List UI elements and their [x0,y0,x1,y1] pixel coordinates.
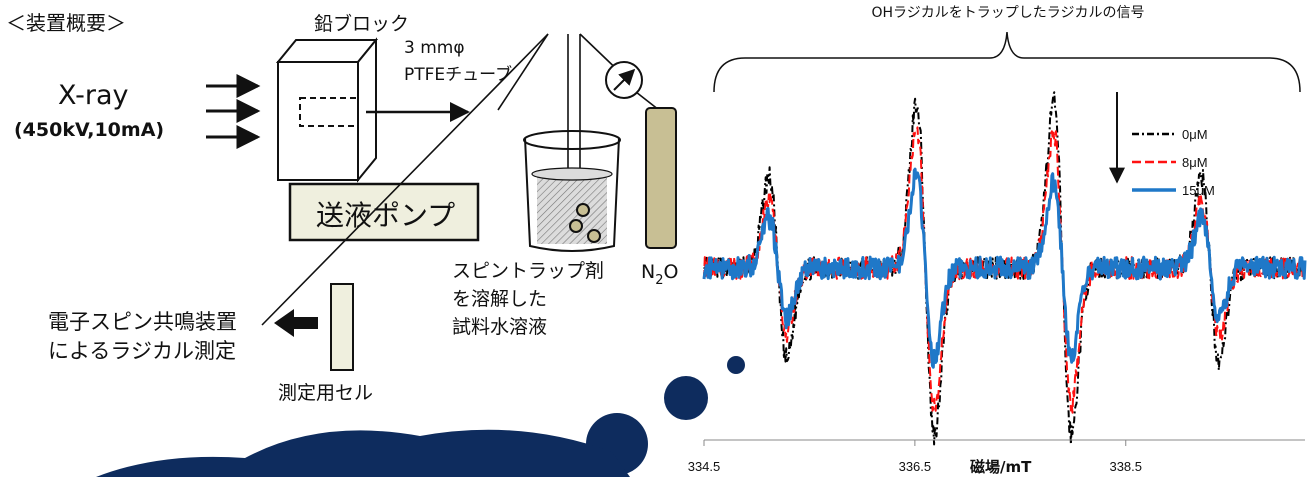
chart-legend: 0μM 8μM 15μM [1132,127,1215,198]
n2o-label: N2O [641,261,678,288]
title-brace [713,31,1301,93]
legend-label: 15μM [1182,183,1215,198]
series-line-15μM [702,167,1307,369]
lead-block [275,37,379,183]
legend-label: 8μM [1182,155,1208,170]
thought-bubbles [96,356,745,477]
lead-block-label: 鉛ブロック [314,12,409,35]
x-tick-label: 338.5 [1109,459,1142,474]
liquid-surface [531,167,613,181]
cell-label: 測定用セル [278,382,373,404]
tube-label-material: PTFEチューブ [404,64,512,85]
sample-tube-in-block [299,97,359,127]
liquid-pump [288,182,480,242]
beaker-rim [523,130,621,150]
spin-trap-label-1: スピントラップ剤 [452,260,604,282]
gas-bubbles [569,203,601,243]
xray-beam-arrows [206,74,261,149]
esr-label-1: 電子スピン共鳴装置 [48,310,237,334]
tube-label-diameter: 3 mmφ [404,38,465,58]
x-tick-label: 334.5 [688,459,721,474]
esr-spectrum-chart: OHラジカルをトラップしたラジカルの信号 334.5 336.5 338.5 磁場/… [688,5,1307,476]
measurement-cell [330,283,354,371]
pump-label: 送液ポンプ [316,199,455,232]
spin-trap-label-2: を溶解した [452,288,547,310]
beaker [524,137,620,252]
section-title: ＜装置概要＞ [6,11,126,35]
apparatus-diagram: ＜装置概要＞ X-ray (450kV,10mA) 鉛ブロック 3 mmφ PT… [6,11,745,477]
series-line-0μM [703,91,1306,446]
x-axis-label: 磁場/mT [970,458,1032,476]
x-tick-label: 336.5 [899,459,932,474]
x-axis-ticks: 334.5 336.5 338.5 [688,440,1142,474]
chart-title: OHラジカルをトラップしたラジカルの信号 [872,5,1145,21]
esr-label-2: によるラジカル測定 [48,339,236,363]
n2o-gas-tank [645,107,677,249]
spin-trap-label-3: 試料水溶液 [452,316,547,338]
esr-arrow [274,309,318,337]
legend-label: 0μM [1182,127,1208,142]
xray-label: X-ray [58,80,129,111]
flow-meter-needle [613,68,636,91]
xray-params: (450kV,10mA) [14,119,164,141]
spectrum-curves [702,91,1307,446]
